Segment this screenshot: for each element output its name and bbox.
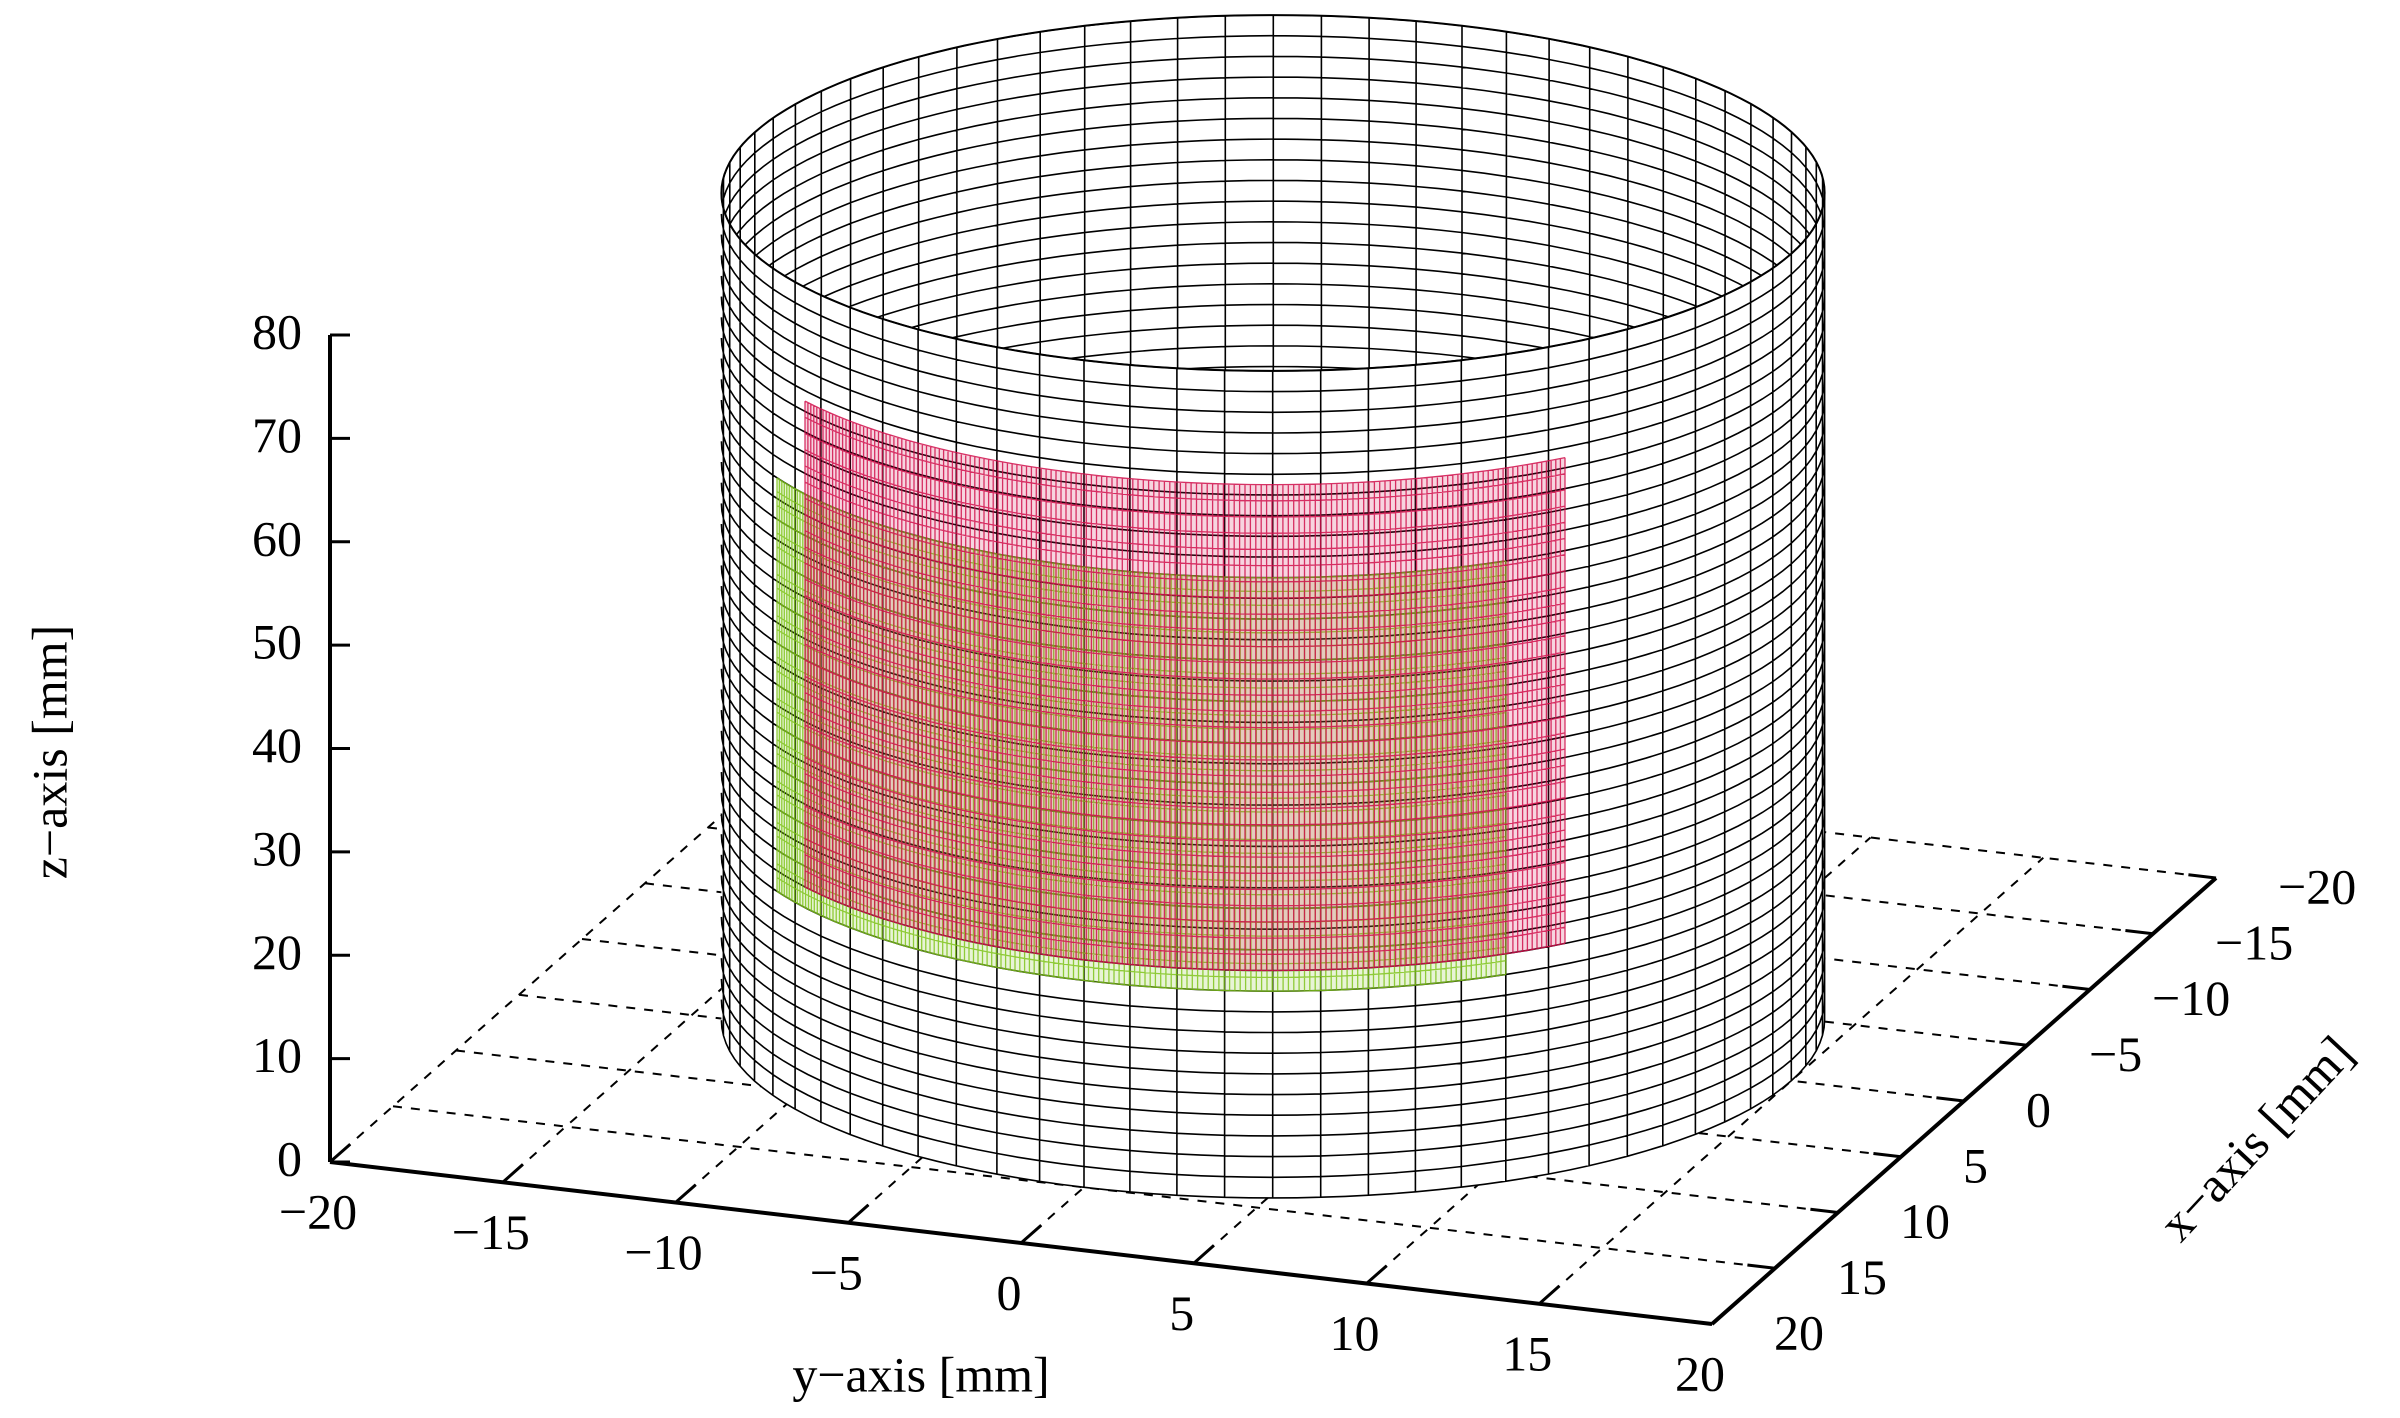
grid-line bbox=[770, 770, 2154, 935]
grid-line bbox=[1538, 857, 2044, 1305]
y-tick bbox=[847, 1203, 870, 1224]
y-tick-label: 15 bbox=[1502, 1325, 1552, 1381]
x-tick bbox=[1999, 1040, 2028, 1047]
y-tick bbox=[329, 1143, 352, 1164]
y-tick-label: −20 bbox=[279, 1183, 357, 1239]
z-tick-label: 60 bbox=[252, 510, 302, 566]
grid-line bbox=[833, 715, 2217, 879]
y-axis-label: y−axis [mm] bbox=[792, 1346, 1049, 1402]
y-tick bbox=[1538, 1284, 1561, 1305]
grid-line bbox=[455, 1049, 1839, 1214]
z-tick-label: 40 bbox=[252, 717, 302, 773]
x-tick bbox=[1936, 1096, 1965, 1103]
y-tick-label: −10 bbox=[624, 1224, 702, 1280]
grid-line bbox=[707, 826, 2091, 991]
y-tick-label: 10 bbox=[1330, 1305, 1380, 1361]
grid-line bbox=[392, 1105, 1776, 1270]
z-tick-label: 20 bbox=[252, 924, 302, 980]
y-tick bbox=[1365, 1264, 1388, 1285]
x-tick bbox=[2125, 929, 2154, 936]
y-tick-label: −5 bbox=[810, 1244, 863, 1300]
y-tick bbox=[1711, 1305, 1734, 1326]
patch-mesh bbox=[804, 400, 1566, 972]
x-tick bbox=[1810, 1207, 1839, 1214]
z-tick-label: 80 bbox=[252, 303, 302, 359]
x-tick bbox=[2062, 984, 2091, 991]
x-axis-label: x−axis [mm] bbox=[2148, 1025, 2364, 1251]
x-tick bbox=[1684, 1319, 1713, 1326]
y-tick-label: −15 bbox=[452, 1204, 530, 1260]
x-tick-label: −20 bbox=[2278, 858, 2356, 914]
x-tick-label: −15 bbox=[2215, 914, 2293, 970]
x-tick-label: 0 bbox=[2026, 1081, 2051, 1137]
z-axis-label: z−axis [mm] bbox=[21, 625, 77, 880]
x-tick bbox=[1747, 1263, 1776, 1270]
y-tick-label: 0 bbox=[997, 1264, 1022, 1320]
y-tick-label: 20 bbox=[1675, 1345, 1725, 1401]
x-tick bbox=[2188, 873, 2217, 880]
z-tick-label: 10 bbox=[252, 1027, 302, 1083]
x-tick-label: −5 bbox=[2089, 1026, 2142, 1082]
y-tick bbox=[1020, 1224, 1043, 1245]
cylinder-inner-mesh bbox=[721, 15, 1825, 371]
z-tick-label: 70 bbox=[252, 407, 302, 463]
y-tick bbox=[1192, 1244, 1215, 1265]
y-tick-label: 5 bbox=[1169, 1285, 1194, 1341]
z-tick-label: 30 bbox=[252, 820, 302, 876]
y-tick bbox=[674, 1183, 697, 1204]
x-tick-label: 5 bbox=[1963, 1137, 1988, 1193]
cylinder-rim bbox=[720, 14, 1826, 372]
z-tick-label: 0 bbox=[277, 1130, 302, 1186]
x-tick bbox=[1873, 1152, 1902, 1159]
x-tick-label: 20 bbox=[1774, 1304, 1824, 1360]
z-tick-label: 50 bbox=[252, 614, 302, 670]
x-tick-label: −10 bbox=[2152, 970, 2230, 1026]
x-tick-label: 10 bbox=[1900, 1193, 1950, 1249]
y-tick bbox=[501, 1163, 524, 1184]
x-tick-label: 15 bbox=[1837, 1249, 1887, 1305]
